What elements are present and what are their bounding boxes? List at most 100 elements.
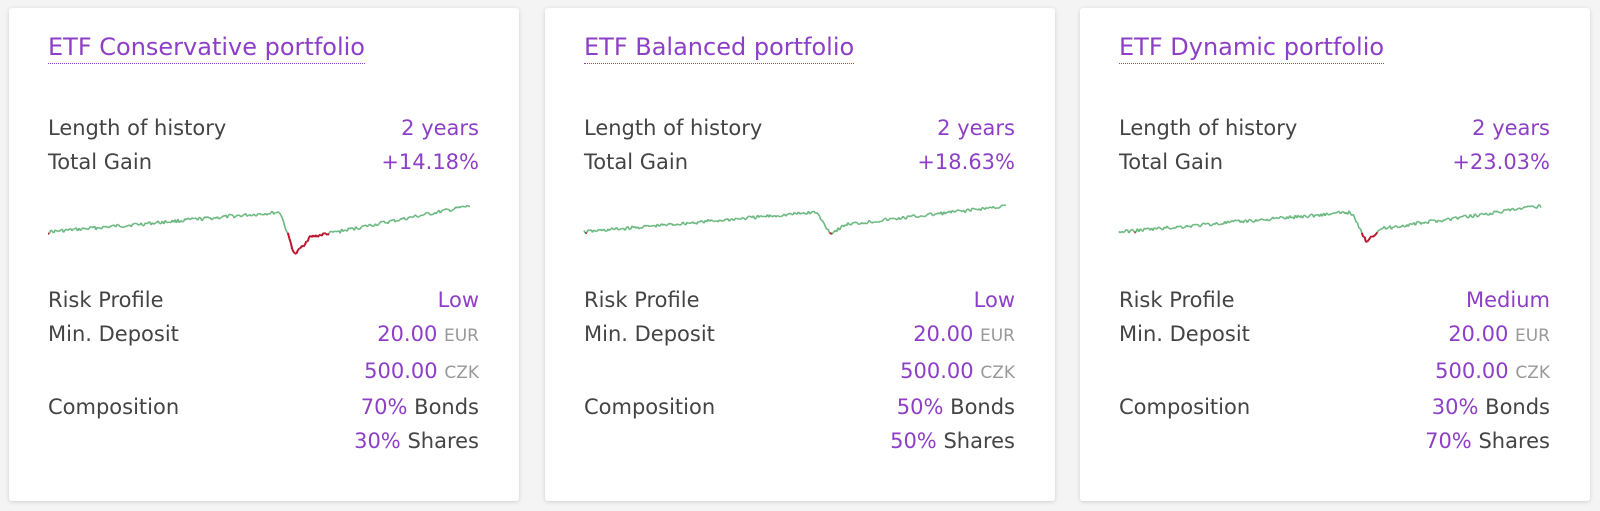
sparkline-gain-segment [754, 217, 757, 220]
sparkline-gain-segment [278, 212, 282, 216]
sparkline-gain-segment [1231, 219, 1234, 223]
sparkline-gain-segment [995, 207, 998, 210]
sparkline-gain-segment [818, 216, 822, 221]
sparkline-gain-segment [1259, 218, 1262, 221]
sparkline-gain-segment [999, 204, 1003, 208]
deposit-czk: 500.00 CZK [364, 359, 479, 383]
sparkline-gain-segment [427, 211, 430, 215]
sparkline-gain-segment [971, 207, 974, 210]
sparkline-gain-segment [953, 210, 956, 213]
sparkline-gain-segment [1327, 213, 1330, 216]
sparkline-gain-segment [238, 214, 241, 217]
history-row: Length of history 2 years [1119, 116, 1550, 146]
sparkline-gain-segment [1208, 223, 1212, 227]
sparkline-gain-segment [246, 214, 249, 218]
sparkline-gain-segment [212, 216, 216, 220]
sparkline-gain-segment [586, 229, 589, 234]
sparkline-gain-segment [239, 214, 242, 218]
sparkline-gain-segment [1536, 204, 1539, 209]
sparkline-gain-segment [862, 222, 866, 225]
sparkline-gain-segment [1177, 225, 1181, 228]
sparkline-gain-segment [1190, 224, 1194, 228]
sparkline-gain-segment [1004, 204, 1007, 207]
sparkline-gain-segment [715, 220, 717, 223]
sparkline-gain-segment [1348, 210, 1352, 215]
sparkline-gain-segment [1307, 215, 1311, 218]
sparkline-gain-segment [81, 227, 84, 230]
sparkline-gain-segment [398, 217, 402, 221]
sparkline-loss-segment [286, 232, 291, 239]
sparkline-gain-segment [881, 219, 884, 223]
sparkline-gain-segment [1518, 207, 1521, 210]
portfolio-title-link[interactable]: ETF Conservative portfolio [48, 32, 365, 64]
sparkline-gain-segment [595, 230, 597, 233]
sparkline-gain-segment [809, 211, 812, 215]
portfolio-card[interactable]: ETF Dynamic portfolio Length of history … [1080, 8, 1590, 501]
sparkline-gain-segment [821, 220, 825, 224]
sparkline-gain-segment [979, 207, 983, 212]
sparkline-loss-segment [302, 244, 306, 248]
deposit-czk: 500.00 CZK [900, 359, 1015, 383]
sparkline-gain-segment [268, 211, 272, 215]
portfolio-card[interactable]: ETF Conservative portfolio Length of his… [9, 8, 519, 501]
sparkline-gain-segment [1520, 207, 1524, 211]
sparkline-gain-segment [1527, 205, 1531, 208]
sparkline-gain-segment [820, 219, 823, 222]
sparkline-gain-segment [965, 208, 969, 211]
sparkline-gain-segment [415, 215, 419, 218]
risk-row: Risk Profile Low [584, 288, 1015, 318]
sparkline-gain-segment [817, 213, 821, 217]
deposit-czk-row: 500.00 CZK [1119, 359, 1550, 389]
risk-row: Risk Profile Low [48, 288, 479, 318]
sparkline-gain-segment [153, 222, 156, 225]
sparkline-gain-segment [699, 219, 702, 223]
sparkline-gain-segment [169, 221, 172, 224]
sparkline-gain-segment [1537, 203, 1540, 207]
shares-share: 50% Shares [890, 429, 1015, 453]
sparkline-gain-segment [762, 215, 765, 218]
sparkline-gain-segment [638, 227, 642, 230]
sparkline-gain-segment [1232, 219, 1236, 223]
sparkline-loss-segment [297, 247, 300, 251]
sparkline-gain-segment [233, 215, 237, 219]
sparkline-gain-segment [858, 223, 861, 226]
sparkline-gain-segment [1491, 212, 1494, 216]
sparkline-gain-segment [1526, 205, 1529, 208]
sparkline-gain-segment [1132, 229, 1136, 233]
sparkline-gain-segment [779, 215, 782, 218]
sparkline-gain-segment [1464, 214, 1467, 217]
sparkline-gain-segment [861, 221, 865, 225]
deposit-eur: 20.00 EUR [913, 322, 1015, 346]
sparkline-gain-segment [728, 218, 732, 222]
sparkline-gain-segment [276, 211, 279, 214]
sparkline-gain-segment [1453, 216, 1456, 219]
sparkline-gain-segment [67, 228, 70, 231]
portfolio-title-link[interactable]: ETF Balanced portfolio [584, 32, 855, 64]
sparkline-gain-segment [1509, 208, 1513, 212]
sparkline-gain-segment [640, 226, 643, 230]
sparkline-gain-segment [256, 213, 259, 216]
sparkline-gain-segment [220, 215, 224, 219]
portfolio-title-link[interactable]: ETF Dynamic portfolio [1119, 32, 1385, 64]
sparkline-loss-segment [320, 232, 325, 237]
history-label: Length of history [1119, 116, 1298, 140]
sparkline-gain-segment [255, 214, 258, 217]
gain-value: +23.03% [1452, 150, 1550, 174]
sparkline-gain-segment [920, 215, 924, 218]
sparkline-gain-segment [1256, 219, 1260, 222]
sparkline-gain-segment [1156, 226, 1160, 230]
sparkline-gain-segment [772, 214, 775, 218]
sparkline-gain-segment [1409, 222, 1412, 225]
risk-value: Medium [1466, 288, 1550, 312]
risk-label: Risk Profile [1119, 288, 1235, 312]
composition-row: Composition 70% Bonds [48, 395, 479, 425]
portfolio-card[interactable]: ETF Balanced portfolio Length of history… [545, 8, 1055, 501]
sparkline-gain-segment [1449, 217, 1453, 222]
sparkline-gain-segment [960, 210, 963, 213]
sparkline-gain-segment [850, 222, 853, 226]
sparkline-gain-segment [597, 228, 600, 232]
sparkline-gain-segment [615, 226, 619, 231]
sparkline-gain-segment [928, 212, 931, 215]
sparkline-gain-segment [676, 223, 679, 226]
sparkline-gain-segment [1339, 211, 1343, 215]
